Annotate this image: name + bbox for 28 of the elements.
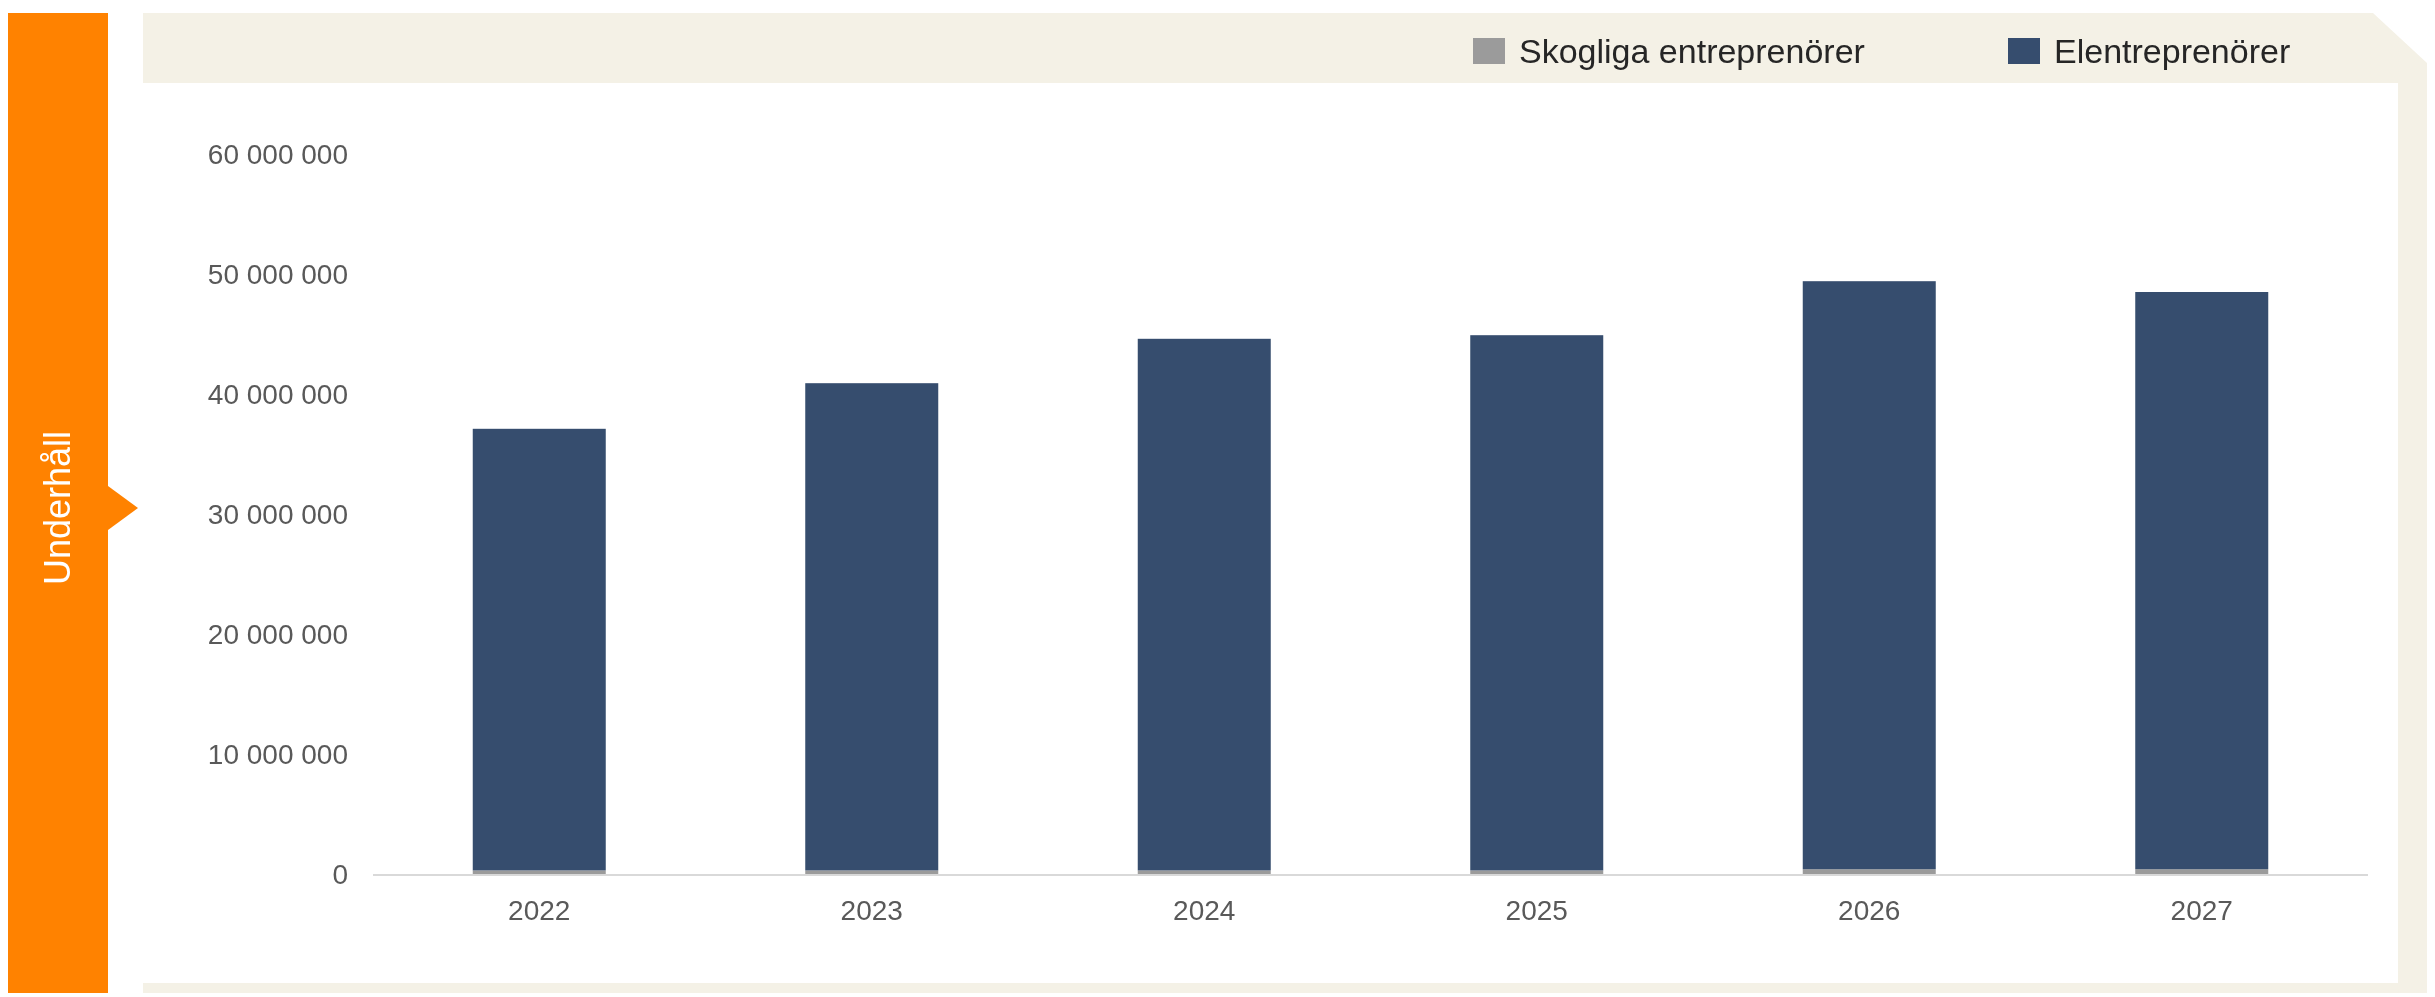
y-tick-label: 60 000 000: [207, 138, 348, 170]
y-tick-label: 30 000 000: [207, 498, 348, 530]
x-tick-label: 2027: [2170, 895, 2233, 926]
x-tick-label: 2023: [840, 895, 903, 926]
y-tick-label: 0: [332, 858, 348, 890]
bar: [805, 870, 939, 874]
bar: [472, 870, 606, 874]
y-tick-label: 20 000 000: [207, 618, 348, 650]
bar: [2135, 869, 2269, 874]
x-tick-label: 2022: [508, 895, 571, 926]
text: Underhåll: [37, 430, 78, 586]
y-tick-label: 40 000 000: [207, 378, 348, 410]
bar: [1802, 869, 1936, 874]
bar: [1802, 281, 1936, 870]
bar: [1470, 335, 1604, 871]
bar: [805, 383, 939, 871]
bar: [1137, 338, 1271, 871]
bar: [1137, 870, 1271, 874]
bar: [1470, 870, 1604, 874]
x-tick-label: 2026: [1838, 895, 1901, 926]
bar: [472, 428, 606, 871]
legend-label: Elentreprenörer: [2054, 31, 2291, 70]
bar: [2135, 292, 2269, 870]
legend-label: Skogliga entreprenörer: [1519, 31, 1865, 70]
y-tick-label: 10 000 000: [207, 738, 348, 770]
y-tick-label: 50 000 000: [207, 258, 348, 290]
x-tick-label: 2025: [1505, 895, 1568, 926]
x-tick-label: 2024: [1173, 895, 1236, 926]
